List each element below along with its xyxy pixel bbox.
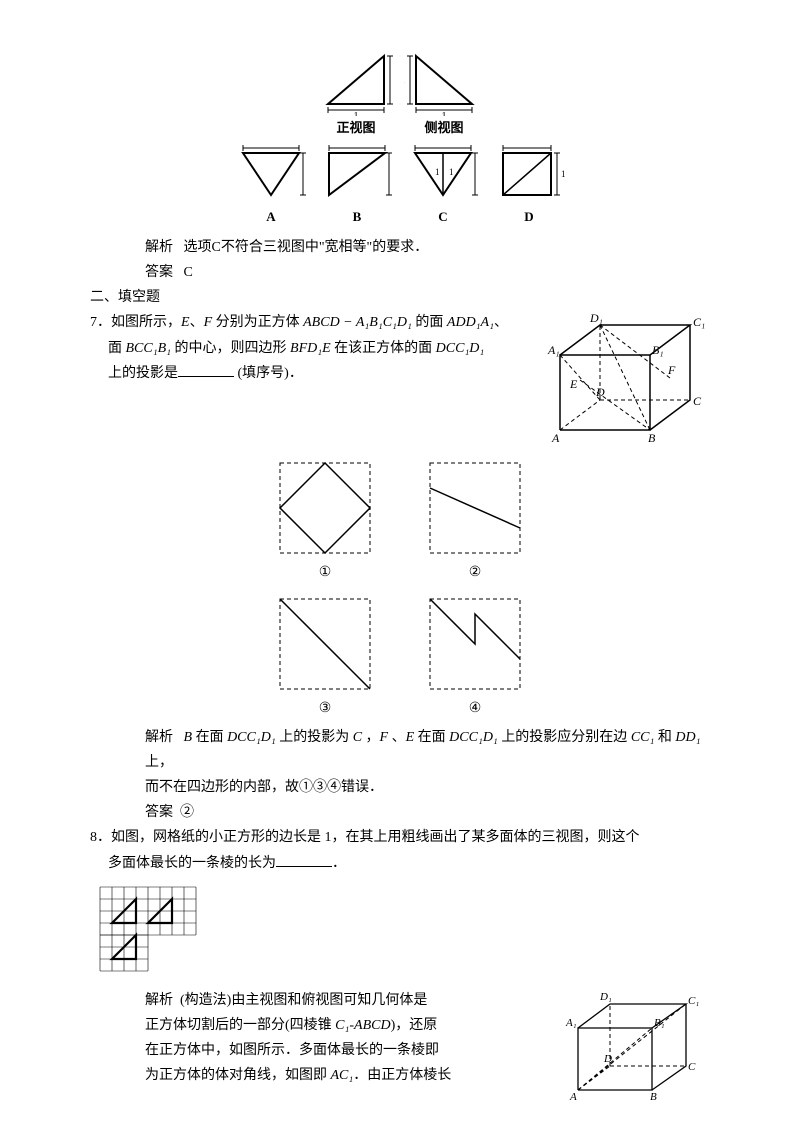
opt-b-col: 1 1 B <box>321 145 393 228</box>
svg-text:D₁: D₁ <box>599 991 612 1003</box>
svg-text:1: 1 <box>525 145 530 146</box>
svg-text:B₁: B₁ <box>652 343 664 357</box>
q8-analysis-l4: 为正方体的体对角线，如图即 AC₁．由正方体棱长 <box>145 1063 560 1088</box>
top-views-row1: 1 1 正视图 1 1 侧视图 <box>90 46 710 139</box>
analysis-label: 解析 <box>145 240 173 255</box>
svg-text:C₁: C₁ <box>688 995 699 1007</box>
svg-text:1: 1 <box>449 167 454 177</box>
svg-text:A: A <box>569 1091 577 1103</box>
q7-answer: 答案 ② <box>145 800 710 825</box>
svg-text:B₁: B₁ <box>654 1017 665 1029</box>
svg-text:D: D <box>603 1053 612 1065</box>
opt-a-svg: 1 1 <box>235 145 307 205</box>
opt-c-svg: 1 1 1 <box>407 145 479 205</box>
opt-d-col: 1 1 D <box>493 145 565 228</box>
svg-text:E: E <box>569 377 578 391</box>
side-view-label: 侧视图 <box>424 116 463 139</box>
q7-opt4-label: ④ <box>469 696 482 721</box>
q7-opts-row1: ① ② <box>90 458 710 585</box>
opt-c-label: C <box>438 205 447 228</box>
svg-text:D₁: D₁ <box>589 311 603 325</box>
q8-analysis-l3: 在正方体中，如图所示．多面体最长的一条棱即 <box>145 1038 560 1063</box>
svg-text:A₁: A₁ <box>565 1017 577 1029</box>
svg-text:1: 1 <box>441 145 446 146</box>
opt-d-label: D <box>524 205 533 228</box>
svg-text:B: B <box>648 431 656 445</box>
opt-a-label: A <box>266 205 275 228</box>
svg-text:D: D <box>595 385 605 399</box>
svg-text:F: F <box>667 363 676 377</box>
q7-line1: 7．如图所示，E、F 分别为正方体 ABCD − A₁B₁C₁D₁ 的面 ADD… <box>90 310 540 335</box>
prev-analysis-line: 解析 选项C不符合三视图中"宽相等"的要求． <box>145 235 710 260</box>
svg-text:A₁: A₁ <box>547 343 560 357</box>
q7-blank <box>178 362 234 377</box>
q7-opt3-svg <box>275 594 375 694</box>
q8-cube: A B C D A₁ B₁ C₁ D₁ <box>560 988 710 1108</box>
front-view-svg: 1 1 <box>316 46 396 116</box>
q7-opt1-svg <box>275 458 375 558</box>
side-view-col: 1 1 侧视图 <box>404 46 484 139</box>
q8-blank <box>276 852 332 867</box>
q8-num: 8． <box>90 830 111 845</box>
opt-b-svg: 1 1 <box>321 145 393 205</box>
q7-opt2-svg <box>425 458 525 558</box>
q8-analysis-l1: 解析 (构造法)由主视图和俯视图可知几何体是 <box>145 988 560 1013</box>
q8-cube-svg: A B C D A₁ B₁ C₁ D₁ <box>560 988 710 1108</box>
q8-line2: 多面体最长的一条棱的长为． <box>108 851 710 876</box>
svg-text:B: B <box>650 1091 657 1103</box>
side-view-svg: 1 1 <box>404 46 484 116</box>
q7-opt2-label: ② <box>469 560 482 585</box>
q7-block: 7．如图所示，E、F 分别为正方体 ABCD − A₁B₁C₁D₁ 的面 ADD… <box>90 310 710 450</box>
q7-opt3-label: ③ <box>319 696 332 721</box>
q7-cube-svg: A B C D A₁ B₁ C₁ D₁ E F <box>540 310 710 450</box>
q8-grid-wrap <box>90 882 710 982</box>
q7-opt4: ④ <box>425 594 525 721</box>
q7-line3: 上的投影是 (填序号)． <box>108 361 540 386</box>
opt-c-col: 1 1 1 C <box>407 145 479 228</box>
q7-analysis2: 而不在四边形的内部，故①③④错误． <box>145 775 710 800</box>
q8-analysis-block: 解析 (构造法)由主视图和俯视图可知几何体是 正方体切割后的一部分(四棱锥 C₁… <box>90 988 710 1108</box>
q8-line1: 8．如图，网格纸的小正方形的边长是 1，在其上用粗线画出了某多面体的三视图，则这… <box>90 825 710 850</box>
analysis-text: 选项C不符合三视图中"宽相等"的要求． <box>184 240 429 255</box>
answer-text: C <box>184 265 193 280</box>
svg-text:1: 1 <box>561 169 565 179</box>
svg-text:A: A <box>551 431 560 445</box>
top-views-row2: 1 1 A 1 1 B 1 1 1 <box>90 145 710 228</box>
q7-cube: A B C D A₁ B₁ C₁ D₁ E F <box>540 310 710 450</box>
svg-text:1: 1 <box>269 145 274 146</box>
q7-num: 7． <box>90 315 111 330</box>
q8-analysis-l2: 正方体切割后的一部分(四棱锥 C₁-ABCD)，还原 <box>145 1013 560 1038</box>
svg-text:1: 1 <box>355 145 360 146</box>
answer-label: 答案 <box>145 265 173 280</box>
q7-opt1: ① <box>275 458 375 585</box>
q7-analysis: 解析 B 在面 DCC₁D₁ 上的投影为 C ，F 、E 在面 DCC₁D₁ 上… <box>145 725 710 775</box>
section2-heading: 二、填空题 <box>90 285 710 310</box>
q7-opt1-label: ① <box>319 560 332 585</box>
svg-text:C₁: C₁ <box>693 315 705 329</box>
q7-opts-row2: ③ ④ <box>90 594 710 721</box>
opt-a-col: 1 1 A <box>235 145 307 228</box>
svg-text:1: 1 <box>395 75 396 86</box>
svg-text:C: C <box>693 394 702 408</box>
q7-opt2: ② <box>425 458 525 585</box>
q8-grid-svg <box>90 882 230 982</box>
q7-opt4-svg <box>425 594 525 694</box>
front-view-col: 1 1 正视图 <box>316 46 396 139</box>
svg-text:1: 1 <box>404 75 405 86</box>
opt-d-svg: 1 1 <box>493 145 565 205</box>
opt-b-label: B <box>353 205 362 228</box>
q7-line2: 面 BCC₁B₁ 的中心，则四边形 BFD₁E 在该正方体的面 DCC₁D₁ <box>108 336 540 361</box>
svg-text:1: 1 <box>435 167 440 177</box>
front-view-label: 正视图 <box>336 116 375 139</box>
svg-text:C: C <box>688 1061 696 1073</box>
q7-opt3: ③ <box>275 594 375 721</box>
prev-answer-line: 答案 C <box>145 260 710 285</box>
